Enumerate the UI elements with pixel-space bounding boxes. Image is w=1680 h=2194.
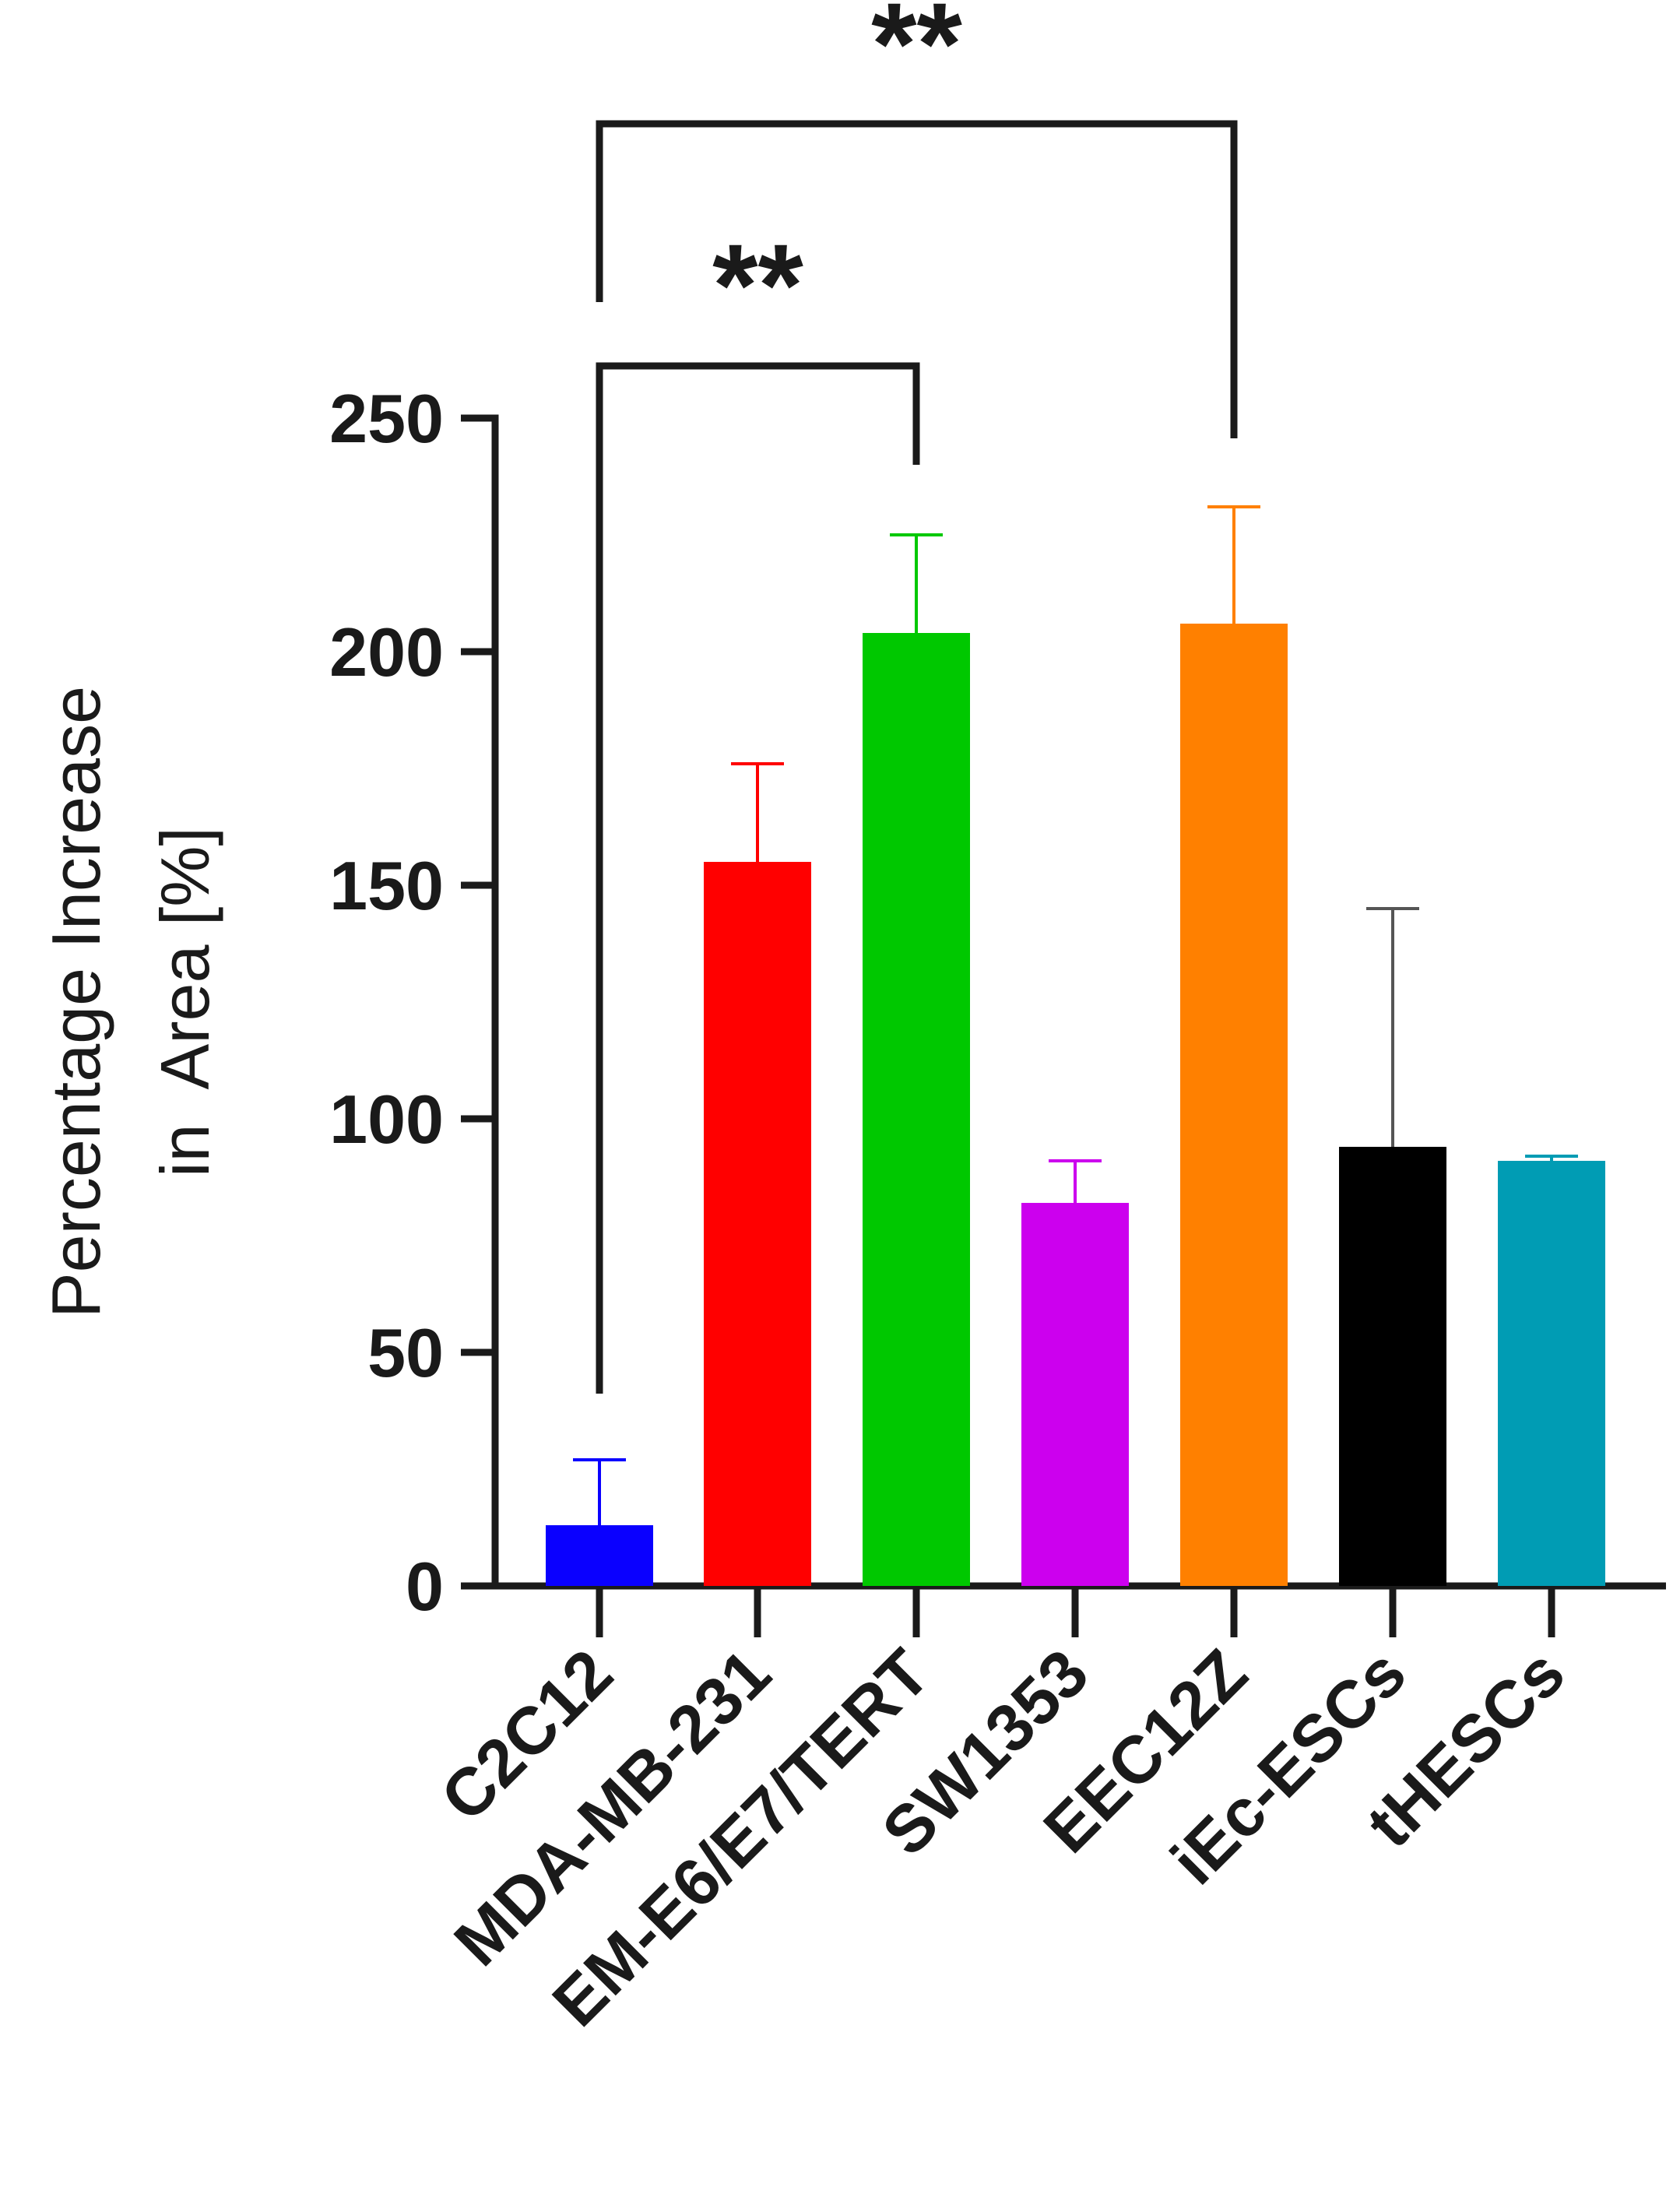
- bar-2: [863, 633, 970, 1586]
- y-tick-label-2: 100: [329, 1081, 444, 1158]
- significance-bracket-0: [596, 362, 920, 1394]
- y-tick-label-5: 250: [329, 380, 444, 457]
- bar-0: [546, 1525, 653, 1586]
- bar-6: [1498, 1161, 1605, 1586]
- significance-label-1: **: [871, 0, 962, 109]
- bar-1: [704, 862, 811, 1586]
- y-axis-title-line-2: in Area [%]: [146, 827, 223, 1177]
- error-bars: [573, 505, 1578, 1525]
- y-axis-title-line-1: Percentage Increase: [37, 686, 114, 1318]
- bars: [546, 624, 1605, 1586]
- significance-brackets: ** **: [596, 0, 1238, 1394]
- axes: [461, 414, 1666, 1637]
- y-tick-label-4: 200: [329, 614, 444, 691]
- significance-bracket-1: [596, 120, 1238, 438]
- y-tick-label-3: 150: [329, 847, 444, 924]
- bar-3: [1021, 1203, 1129, 1586]
- significance-label-0: **: [712, 220, 803, 350]
- y-tick-label-1: 50: [367, 1314, 444, 1391]
- y-tick-label-0: 0: [406, 1548, 444, 1625]
- bar-5: [1339, 1147, 1446, 1586]
- bar-4: [1180, 624, 1288, 1586]
